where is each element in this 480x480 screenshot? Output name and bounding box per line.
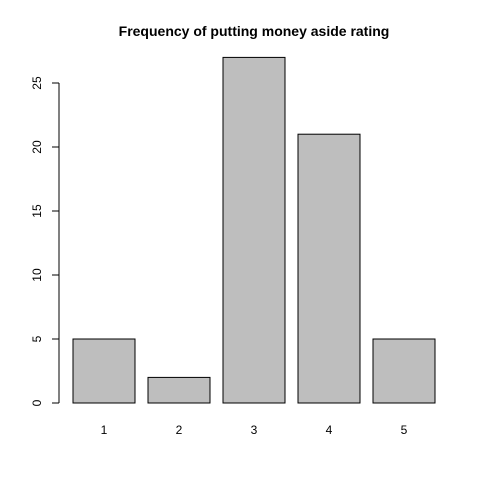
bars-group <box>72 56 436 404</box>
bar-5 <box>372 338 436 404</box>
y-tick-label-15: 15 <box>30 204 44 218</box>
x-tick-label-4: 4 <box>326 423 333 437</box>
x-tick-label-3: 3 <box>251 423 258 437</box>
y-tick-label-10: 10 <box>30 268 44 282</box>
y-axis: 0 5 10 15 20 25 <box>30 76 60 406</box>
bar-3 <box>222 56 286 404</box>
bar-1 <box>72 338 136 404</box>
y-tick-label-25: 25 <box>30 76 44 90</box>
y-tick-label-20: 20 <box>30 140 44 154</box>
bar-2 <box>147 376 211 404</box>
y-tick-label-0: 0 <box>30 399 44 406</box>
bar-4 <box>297 133 361 404</box>
y-tick-label-5: 5 <box>30 335 44 342</box>
x-tick-label-1: 1 <box>101 423 108 437</box>
x-tick-label-5: 5 <box>401 423 408 437</box>
chart-title: Frequency of putting money aside rating <box>119 23 390 39</box>
x-tick-labels: 1 2 3 4 5 <box>101 423 408 437</box>
x-tick-label-2: 2 <box>176 423 183 437</box>
